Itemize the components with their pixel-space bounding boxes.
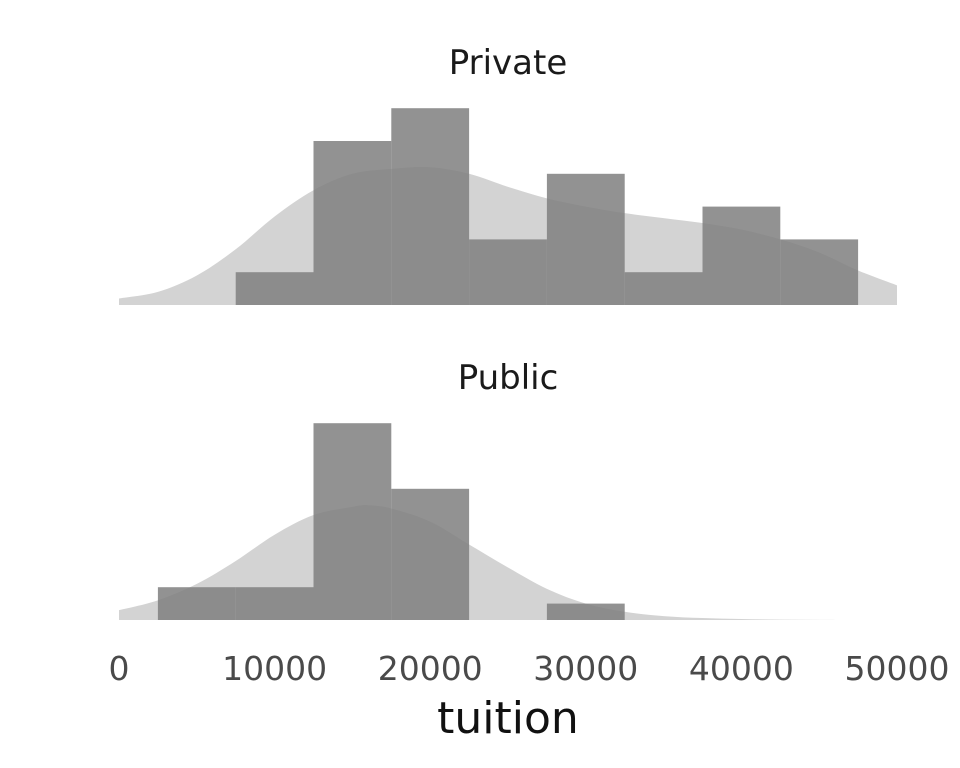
x-tick-label: 0 xyxy=(109,649,130,688)
histogram-bar-private-0 xyxy=(235,272,314,305)
facet-title-private: Private xyxy=(449,43,568,83)
histogram-bar-public-3 xyxy=(391,488,470,620)
x-tick-label: 20000 xyxy=(378,649,483,688)
facet-title-public: Public xyxy=(458,358,559,398)
histogram-bar-private-4 xyxy=(546,173,625,305)
facet-public: Public xyxy=(119,358,859,620)
histogram-bar-public-4 xyxy=(546,603,625,620)
facet-private: Private xyxy=(119,43,897,305)
x-tick-label: 40000 xyxy=(689,649,794,688)
histogram-bar-private-2 xyxy=(391,108,470,305)
histogram-bar-private-1 xyxy=(313,141,392,305)
bars-layer-public xyxy=(157,423,625,620)
histogram-bar-private-5 xyxy=(624,272,703,305)
x-tick-label: 10000 xyxy=(222,649,327,688)
histogram-bar-public-2 xyxy=(313,423,392,620)
x-axis-title: tuition xyxy=(437,693,579,744)
histogram-bar-private-3 xyxy=(469,239,547,305)
bars-layer-private xyxy=(235,108,859,305)
histogram-bar-private-7 xyxy=(780,239,859,305)
x-axis: 0 10000 20000 30000 40000 50000 xyxy=(109,649,950,688)
histogram-bar-public-0 xyxy=(157,587,236,620)
histogram-bar-private-6 xyxy=(702,206,781,305)
x-tick-label: 50000 xyxy=(845,649,950,688)
histogram-bar-public-1 xyxy=(235,587,314,620)
x-tick-label: 30000 xyxy=(533,649,638,688)
